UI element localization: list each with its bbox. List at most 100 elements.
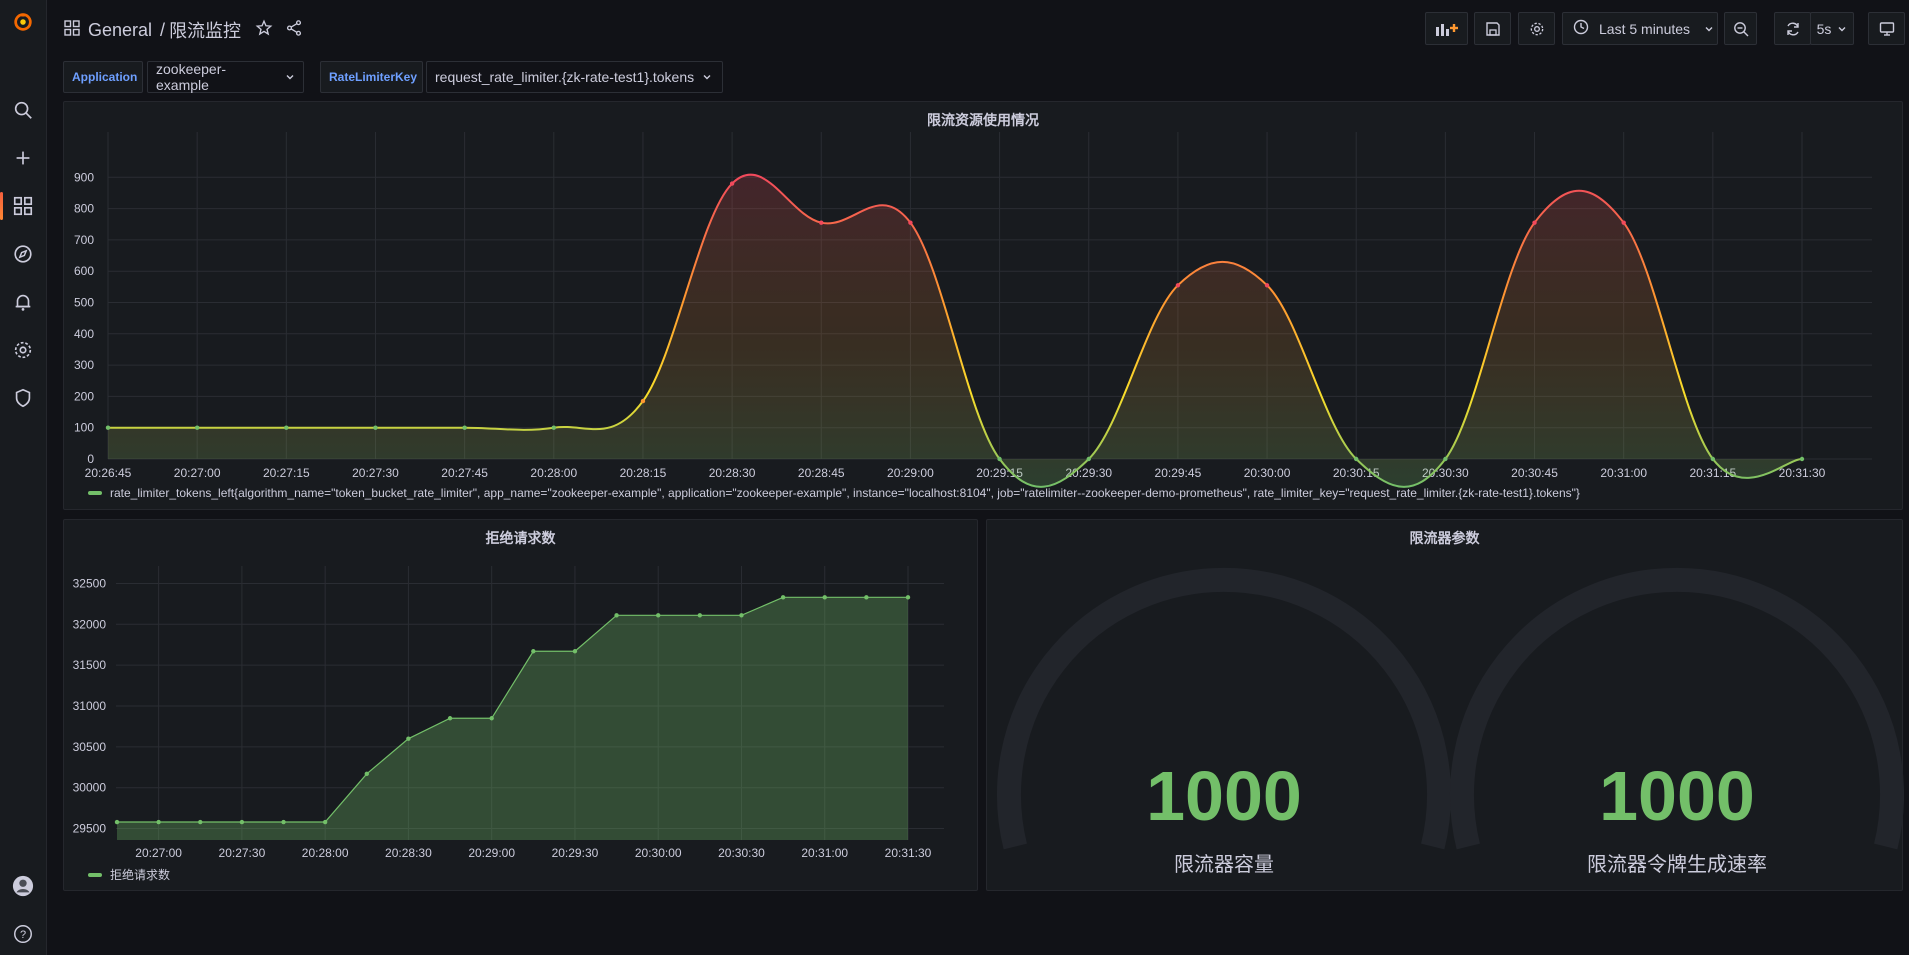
x-tick-label: 20:30:30 [718, 846, 765, 860]
y-tick-label: 30000 [73, 781, 107, 795]
x-tick-label: 20:27:15 [263, 466, 310, 480]
legend-item[interactable]: 拒绝请求数 [88, 866, 170, 883]
y-tick-label: 31000 [73, 699, 107, 713]
data-point [1799, 456, 1805, 462]
gauge-arc [997, 567, 1451, 850]
avatar[interactable] [0, 866, 46, 906]
x-tick-label: 20:31:30 [885, 846, 932, 860]
data-point [198, 819, 203, 825]
data-point [406, 736, 411, 741]
panel-rate-limiter-params[interactable]: 限流器参数 1000 限流器容量 1000 限流器令牌生成速率 [986, 519, 1904, 891]
data-point [114, 819, 120, 825]
shield-icon[interactable] [0, 378, 46, 418]
search-icon[interactable] [0, 90, 46, 130]
gauge-value: 1000 [1599, 757, 1755, 835]
gauge-label: 限流器令牌生成速率 [1587, 854, 1767, 876]
y-tick-label: 30500 [73, 740, 107, 754]
variable-value: zookeeper-example [156, 61, 227, 93]
x-tick-label: 20:29:30 [552, 846, 599, 860]
panel-rejected-requests[interactable]: 拒绝请求数 29500 30000 30500 31000 31500 32000 3250… [63, 519, 978, 891]
x-tick-label: 20:31:00 [801, 846, 848, 860]
x-tick-label: 20:28:00 [302, 846, 349, 860]
data-point [864, 595, 869, 600]
tv-mode-button[interactable] [1868, 12, 1905, 45]
explore-icon[interactable] [0, 234, 46, 274]
y-tick-label: 900 [74, 170, 94, 184]
series-area [117, 597, 908, 840]
data-point [1354, 456, 1359, 462]
data-point [281, 819, 286, 825]
zoom-out-button[interactable] [1724, 12, 1757, 45]
dashboard-settings-button[interactable] [1518, 12, 1555, 45]
data-point [739, 613, 744, 618]
y-tick-label: 800 [74, 202, 94, 216]
folder-link[interactable]: General [88, 19, 153, 40]
variable-select-application[interactable]: zookeeper-example [147, 61, 304, 93]
data-point [572, 649, 578, 654]
panel-title[interactable]: 限流器参数 [1409, 530, 1480, 546]
variable-label-application: Application [63, 61, 143, 93]
y-tick-label: 32000 [73, 617, 107, 631]
data-point [1621, 220, 1626, 225]
dashboard-title[interactable]: 限流监控 [169, 21, 242, 41]
grafana-logo-icon[interactable] [0, 2, 46, 42]
gauge-arc [1450, 567, 1904, 850]
y-tick-label: 29500 [73, 822, 107, 836]
data-point [656, 613, 661, 618]
add-panel-button[interactable] [1425, 12, 1468, 45]
data-point [489, 716, 494, 721]
data-point [1264, 283, 1270, 288]
share-icon[interactable] [285, 19, 303, 42]
panel-rate-limit-usage[interactable]: 限流资源使用情况 0 100 200 300 400 500 600 700 800 900 20:… [63, 101, 1903, 510]
data-point [447, 716, 453, 721]
gauges [997, 567, 1904, 850]
help-icon[interactable]: ? [0, 914, 46, 954]
data-point [640, 398, 646, 404]
dashboards-grid-icon[interactable] [64, 19, 80, 41]
data-point [284, 425, 289, 430]
x-tick-label: 20:28:00 [530, 466, 577, 480]
y-tick-label: 500 [74, 296, 94, 310]
alerting-icon[interactable] [0, 282, 46, 322]
save-dashboard-button[interactable] [1474, 12, 1511, 45]
data-point [614, 613, 619, 618]
refresh-interval-label: 5s [1816, 20, 1832, 37]
variable-value: request_rate_limiter.{zk-rate-test1}.tok… [435, 69, 695, 85]
x-tick-label: 20:27:45 [441, 466, 488, 480]
x-tick-label: 20:29:00 [468, 846, 515, 860]
variable-select-ratelimiterkey[interactable]: request_rate_limiter.{zk-rate-test1}.tok… [426, 61, 723, 93]
x-tick-label: 20:27:30 [352, 466, 399, 480]
time-range-picker[interactable]: Last 5 minutes [1562, 12, 1718, 45]
star-icon[interactable] [255, 19, 273, 42]
dashboards-icon[interactable] [0, 186, 46, 226]
top-navbar: General / 限流监控 Last 5 minutes 5s [47, 0, 1909, 58]
x-tick-label: 20:28:45 [798, 466, 845, 480]
data-point [697, 613, 703, 618]
x-tick-label: 20:31:00 [1600, 466, 1647, 480]
legend-item[interactable]: rate_limiter_tokens_left{algorithm_name=… [88, 486, 1580, 500]
x-tick-label: 20:27:00 [174, 466, 221, 480]
y-tick-label: 200 [74, 389, 94, 403]
time-range-label: Last 5 minutes [1599, 20, 1691, 37]
panel-title[interactable]: 限流资源使用情况 [927, 112, 1039, 128]
legend-label: 拒绝请求数 [110, 868, 171, 882]
y-tick-label: 31500 [73, 658, 107, 672]
rejected-requests-chart[interactable]: 29500 30000 30500 31000 31500 32000 32500 20:27… [64, 520, 979, 892]
data-point [997, 456, 1002, 462]
data-point [322, 819, 328, 825]
data-point [194, 425, 200, 430]
variable-label-ratelimiterkey: RateLimiterKey [320, 61, 423, 93]
x-tick-label: 20:28:30 [709, 466, 756, 480]
plus-icon[interactable] [0, 138, 46, 178]
data-point [364, 771, 369, 777]
x-tick-label: 20:31:30 [1779, 466, 1826, 480]
settings-icon[interactable] [0, 330, 46, 370]
x-tick-label: 20:29:00 [887, 466, 934, 480]
refresh-button[interactable] [1774, 12, 1811, 45]
sidebar: ? [0, 0, 47, 955]
breadcrumb: General / 限流监控 [64, 17, 303, 43]
panel-title[interactable]: 拒绝请求数 [485, 530, 556, 546]
rate-limit-usage-chart[interactable]: 0 100 200 300 400 500 600 700 800 900 20:26:45 20:2… [64, 102, 1904, 511]
clock-icon [1573, 19, 1589, 38]
refresh-interval-picker[interactable]: 5s [1810, 12, 1854, 45]
